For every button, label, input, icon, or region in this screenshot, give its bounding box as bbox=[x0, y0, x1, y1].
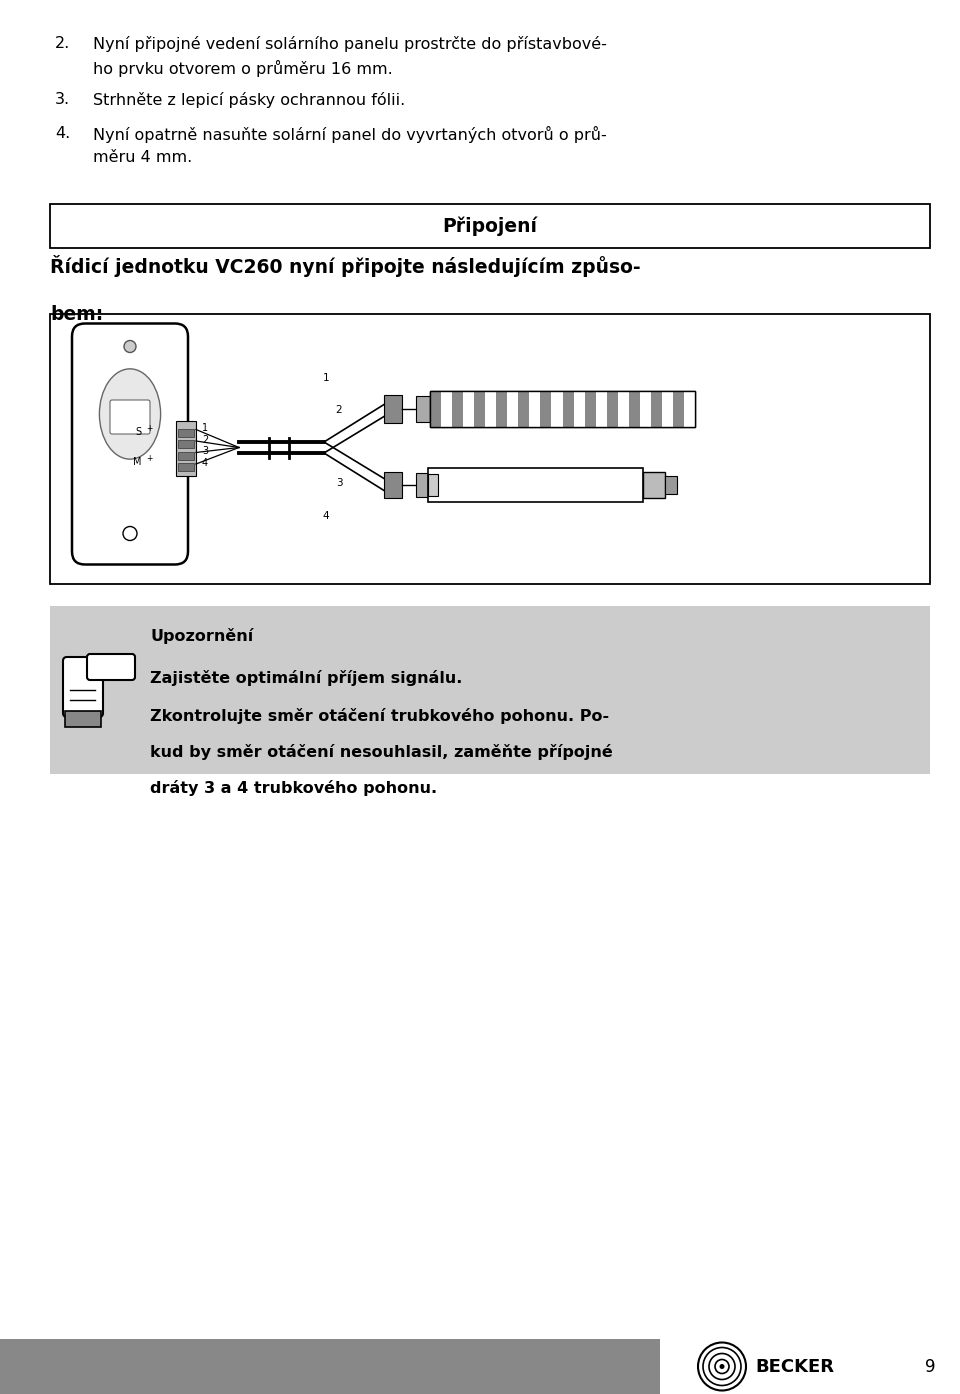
Bar bbox=[50, 314, 930, 584]
Bar bbox=[452, 390, 463, 427]
Text: 4: 4 bbox=[323, 510, 329, 520]
Text: 4.: 4. bbox=[55, 125, 70, 141]
Text: Strhněte z lepicí pásky ochrannou fólii.: Strhněte z lepicí pásky ochrannou fólii. bbox=[93, 92, 405, 107]
Bar bbox=[639, 390, 651, 427]
Bar bbox=[0, 1340, 660, 1394]
Bar bbox=[529, 390, 540, 427]
Bar bbox=[673, 390, 684, 427]
Text: 2: 2 bbox=[336, 404, 343, 414]
Bar bbox=[651, 390, 661, 427]
Text: dráty 3 a 4 trubkového pohonu.: dráty 3 a 4 trubkového pohonu. bbox=[150, 781, 437, 796]
Bar bbox=[441, 390, 452, 427]
Bar bbox=[430, 390, 695, 427]
Text: +: + bbox=[146, 424, 153, 432]
Text: 3.: 3. bbox=[55, 92, 70, 107]
Text: kud by směr otáčení nesouhlasil, zaměňte přípojné: kud by směr otáčení nesouhlasil, zaměňte… bbox=[150, 744, 612, 760]
Text: Nyní opatrně nasuňte solární panel do vyvrtaných otvorů o prů-
měru 4 mm.: Nyní opatrně nasuňte solární panel do vy… bbox=[93, 125, 607, 164]
Bar bbox=[178, 452, 194, 460]
Bar bbox=[485, 390, 496, 427]
Text: BECKER: BECKER bbox=[755, 1358, 834, 1376]
FancyBboxPatch shape bbox=[63, 657, 103, 717]
FancyBboxPatch shape bbox=[110, 400, 150, 434]
Text: 1: 1 bbox=[202, 422, 208, 434]
FancyBboxPatch shape bbox=[87, 654, 135, 680]
Text: 2.: 2. bbox=[55, 36, 70, 52]
Bar bbox=[416, 396, 430, 421]
Bar bbox=[629, 390, 639, 427]
Text: S: S bbox=[134, 427, 141, 436]
Bar bbox=[65, 711, 101, 728]
Text: 2: 2 bbox=[202, 435, 208, 445]
Bar bbox=[617, 390, 629, 427]
Bar bbox=[416, 473, 428, 496]
Bar bbox=[661, 390, 673, 427]
Bar bbox=[430, 390, 441, 427]
Bar bbox=[563, 390, 573, 427]
Bar bbox=[573, 390, 585, 427]
Bar bbox=[607, 390, 617, 427]
Bar bbox=[176, 421, 196, 475]
Circle shape bbox=[698, 1342, 746, 1390]
Bar bbox=[540, 390, 551, 427]
Circle shape bbox=[124, 340, 136, 353]
Bar bbox=[643, 471, 665, 498]
Bar bbox=[178, 441, 194, 447]
Ellipse shape bbox=[100, 369, 160, 459]
Text: Připojení: Připojení bbox=[443, 216, 538, 236]
Bar bbox=[595, 390, 607, 427]
Text: M: M bbox=[132, 457, 141, 467]
Text: 3: 3 bbox=[202, 446, 208, 456]
Bar bbox=[496, 390, 507, 427]
Bar bbox=[518, 390, 529, 427]
Bar bbox=[428, 474, 438, 495]
Text: +: + bbox=[146, 453, 153, 463]
Bar bbox=[430, 390, 695, 427]
Text: Upozornění: Upozornění bbox=[150, 629, 253, 644]
Text: Zkontrolujte směr otáčení trubkového pohonu. Po-: Zkontrolujte směr otáčení trubkového poh… bbox=[150, 708, 610, 723]
Bar bbox=[384, 471, 402, 498]
Text: Řídicí jednotku VC260 nyní připojte následujícím způso-: Řídicí jednotku VC260 nyní připojte násl… bbox=[50, 255, 640, 277]
Text: 3: 3 bbox=[336, 478, 343, 488]
Bar bbox=[178, 428, 194, 436]
Bar bbox=[585, 390, 595, 427]
Bar bbox=[384, 395, 402, 422]
Bar bbox=[507, 390, 518, 427]
Bar bbox=[463, 390, 474, 427]
Bar bbox=[50, 606, 930, 774]
Text: bem:: bem: bbox=[50, 305, 104, 323]
Bar bbox=[684, 390, 695, 427]
Circle shape bbox=[123, 527, 137, 541]
Bar bbox=[551, 390, 563, 427]
Text: 1: 1 bbox=[323, 372, 329, 382]
Text: Nyní připojné vedení solárního panelu prostrčte do přístavbové-
ho prvku otvorem: Nyní připojné vedení solárního panelu pr… bbox=[93, 36, 607, 77]
Text: 9: 9 bbox=[924, 1358, 935, 1376]
Bar bbox=[474, 390, 485, 427]
Bar bbox=[50, 204, 930, 248]
Text: Zajistěte optimální příjem signálu.: Zajistěte optimální příjem signálu. bbox=[150, 671, 463, 686]
FancyBboxPatch shape bbox=[72, 323, 188, 565]
Text: 4: 4 bbox=[202, 457, 208, 467]
Bar bbox=[665, 475, 677, 493]
Circle shape bbox=[719, 1363, 725, 1369]
Bar bbox=[178, 463, 194, 471]
Bar bbox=[428, 467, 643, 502]
